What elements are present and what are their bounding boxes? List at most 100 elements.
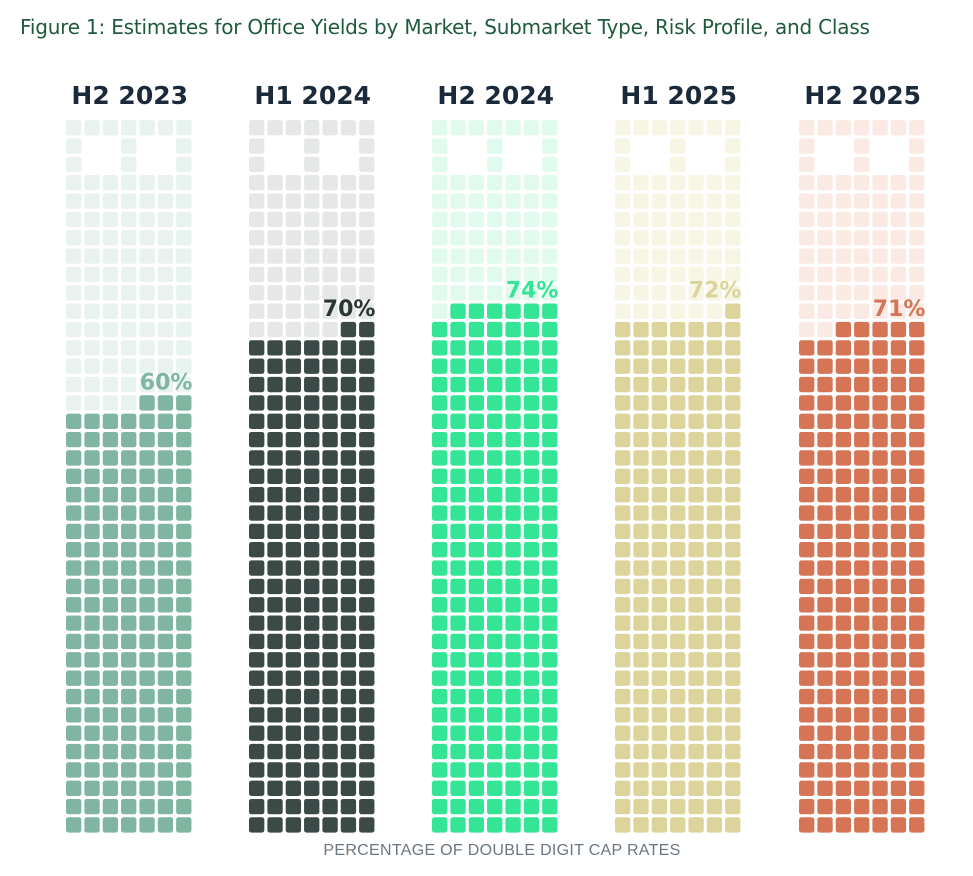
waffle-cell-filled <box>651 321 668 338</box>
column-h1-2025: H1 2025 72% <box>615 81 741 833</box>
waffle-cell-filled <box>651 450 668 466</box>
waffle-cell-filled <box>121 633 137 650</box>
waffle-cell-filled <box>872 798 888 815</box>
waffle-cell-filled <box>487 542 503 558</box>
waffle-cell-empty <box>872 303 888 319</box>
waffle-cell-filled <box>340 542 357 558</box>
waffle-cell-filled <box>468 395 485 411</box>
waffle-cell-empty <box>121 303 137 319</box>
waffle-cell-filled <box>322 413 338 429</box>
waffle-cell-empty <box>267 285 283 301</box>
waffle-cell-filled <box>505 798 521 815</box>
waffle-cell-filled <box>670 505 686 521</box>
waffle-cell-filled <box>102 431 119 448</box>
waffle-cell-filled <box>615 652 631 668</box>
waffle-cell-filled <box>835 487 852 503</box>
waffle-cell-filled <box>432 376 448 393</box>
waffle-cell-filled <box>523 468 540 484</box>
waffle-cell-filled <box>322 780 338 796</box>
waffle-cell-filled <box>799 450 815 466</box>
waffle-cell-empty <box>450 266 466 283</box>
waffle-cell-empty <box>450 120 466 136</box>
waffle-cell-empty <box>487 285 503 301</box>
waffle-cell-empty <box>651 120 668 136</box>
waffle-cell-filled <box>854 523 870 540</box>
waffle-cell-empty <box>835 285 852 301</box>
waffle-cell-filled <box>139 652 155 668</box>
waffle-cell-empty <box>322 321 338 338</box>
waffle-cell-filled <box>505 523 521 540</box>
waffle-cell-empty <box>633 193 649 209</box>
waffle-cell-filled <box>359 652 375 668</box>
waffle-cell-filled <box>688 633 704 650</box>
period-label: H2 2024 <box>437 81 554 110</box>
waffle-cell-empty <box>835 230 852 246</box>
waffle-cell-empty <box>432 120 448 136</box>
waffle-cell-empty <box>66 156 82 173</box>
waffle-cell-filled <box>285 340 302 356</box>
waffle-cell-filled <box>468 487 485 503</box>
waffle-cell-filled <box>523 633 540 650</box>
waffle-cell-empty <box>633 120 649 136</box>
waffle-cell-empty <box>157 340 174 356</box>
waffle-cell-filled <box>487 688 503 705</box>
waffle-cell-filled <box>432 468 448 484</box>
waffle-cell-filled <box>615 817 631 833</box>
waffle-cell-filled <box>285 597 302 613</box>
waffle-cell-filled <box>651 688 668 705</box>
waffle-cell-empty <box>725 266 741 283</box>
waffle-cell-empty <box>688 248 704 264</box>
waffle-cell-filled <box>359 670 375 686</box>
waffle-cell-empty <box>817 285 833 301</box>
waffle-cell-filled <box>340 762 357 778</box>
waffle-cell-filled <box>468 468 485 484</box>
waffle-cell-empty <box>267 248 283 264</box>
waffle-cell-filled <box>651 652 668 668</box>
waffle-cell-filled <box>854 505 870 521</box>
waffle-cell-filled <box>872 780 888 796</box>
waffle-cell-filled <box>633 468 649 484</box>
waffle-cell-filled <box>799 376 815 393</box>
waffle-cell-filled <box>487 358 503 374</box>
waffle-cell-empty <box>817 120 833 136</box>
waffle-cell-filled <box>139 817 155 833</box>
waffle-cell-empty <box>670 230 686 246</box>
waffle-cell-filled <box>432 450 448 466</box>
waffle-cell-empty <box>157 120 174 136</box>
waffle-cell-filled <box>799 817 815 833</box>
waffle-cell-empty <box>651 285 668 301</box>
waffle-cell-empty <box>285 303 302 319</box>
waffle-cell-filled <box>523 688 540 705</box>
waffle-cell-empty <box>322 303 338 319</box>
waffle-cell-filled <box>670 340 686 356</box>
waffle-cell-filled <box>854 560 870 576</box>
waffle-cell-empty <box>854 211 870 228</box>
waffle-cell-filled <box>267 487 283 503</box>
waffle-cell-filled <box>670 780 686 796</box>
waffle-cell-filled <box>688 413 704 429</box>
waffle-cell-empty <box>66 321 82 338</box>
waffle-cell-empty <box>688 193 704 209</box>
waffle-cell-filled <box>304 597 320 613</box>
waffle-cell-filled <box>670 798 686 815</box>
waffle-cell-filled <box>670 652 686 668</box>
waffle-cell-filled <box>872 542 888 558</box>
waffle-cell-empty <box>176 248 192 264</box>
waffle-cell-empty <box>285 175 302 191</box>
waffle-cell-empty <box>890 285 907 301</box>
waffle-cell-filled <box>432 707 448 723</box>
waffle-cell-filled <box>633 487 649 503</box>
waffle-cell-filled <box>432 578 448 595</box>
waffle-cell-empty <box>542 175 558 191</box>
waffle-cell-filled <box>817 395 833 411</box>
waffle-cell-filled <box>176 633 192 650</box>
waffle-cell-filled <box>854 542 870 558</box>
waffle-cell-filled <box>249 670 265 686</box>
waffle-cell-empty <box>432 285 448 301</box>
waffle-cell-filled <box>706 743 723 760</box>
waffle-cell-filled <box>817 413 833 429</box>
waffle-cell-empty <box>340 285 357 301</box>
waffle-cell-filled <box>835 340 852 356</box>
waffle-cell-filled <box>468 615 485 631</box>
waffle-cell-filled <box>505 670 521 686</box>
